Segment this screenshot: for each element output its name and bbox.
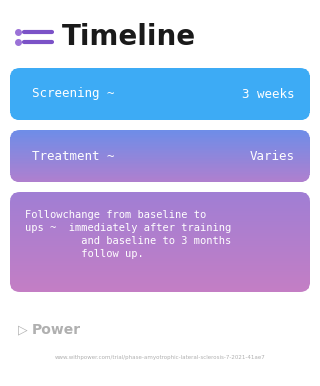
- Text: Timeline: Timeline: [62, 23, 196, 51]
- Text: and baseline to 3 months: and baseline to 3 months: [25, 236, 231, 246]
- Text: www.withpower.com/trial/phase-amyotrophic-lateral-sclerosis-7-2021-41ae7: www.withpower.com/trial/phase-amyotrophi…: [55, 356, 265, 361]
- Text: Power: Power: [32, 323, 81, 337]
- Text: 3 weeks: 3 weeks: [243, 88, 295, 100]
- Text: follow up.: follow up.: [25, 249, 144, 259]
- Text: Screening ~: Screening ~: [32, 88, 115, 100]
- Text: Varies: Varies: [250, 149, 295, 163]
- Text: ups ~  immediately after training: ups ~ immediately after training: [25, 223, 231, 233]
- Text: ▷: ▷: [18, 323, 28, 337]
- Text: Followchange from baseline to: Followchange from baseline to: [25, 210, 206, 220]
- Text: Treatment ~: Treatment ~: [32, 149, 115, 163]
